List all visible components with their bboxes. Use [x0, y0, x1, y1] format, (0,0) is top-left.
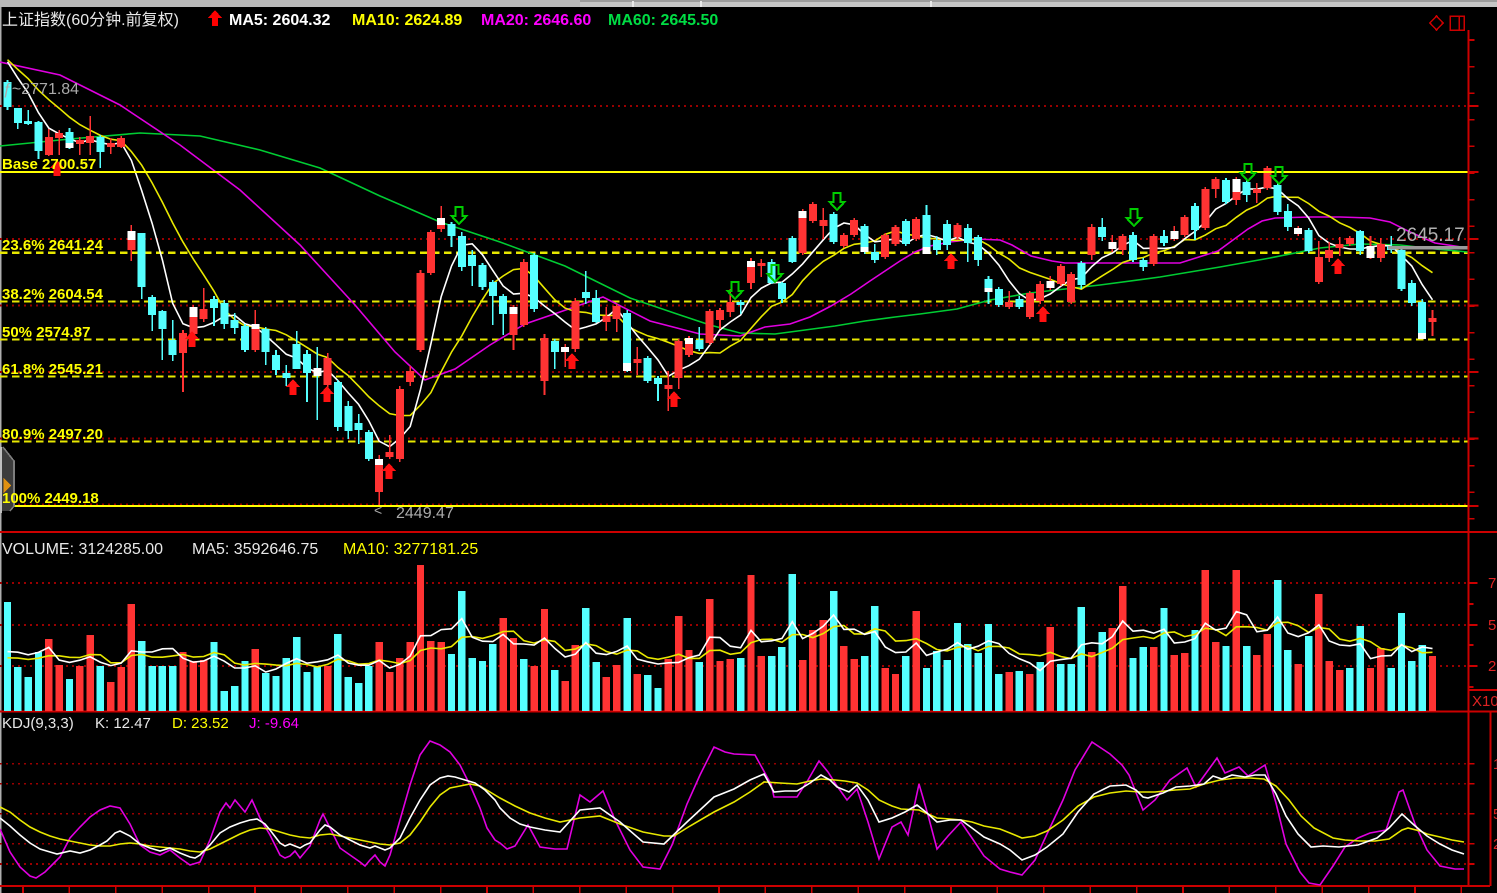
- svg-text:上证指数(60分钟.前复权): 上证指数(60分钟.前复权): [2, 11, 179, 29]
- svg-text:MA5: 3592646.75: MA5: 3592646.75: [192, 541, 318, 558]
- svg-text:VOLUME: 3124285.00: VOLUME: 3124285.00: [2, 541, 163, 558]
- svg-text:Base 2700.57: Base 2700.57: [2, 156, 96, 173]
- svg-text:ƒ~2771.84: ƒ~2771.84: [3, 81, 79, 98]
- svg-text:MA20: 2646.60: MA20: 2646.60: [481, 12, 591, 29]
- svg-text:50% 2574.87: 50% 2574.87: [2, 324, 90, 341]
- svg-text:2500000: 2500000: [1488, 658, 1497, 675]
- svg-text:100: 100: [1493, 756, 1497, 773]
- svg-text:MA5: 2604.32: MA5: 2604.32: [229, 12, 330, 29]
- svg-text:5000000: 5000000: [1488, 617, 1497, 634]
- svg-text:2449.47: 2449.47: [396, 505, 454, 522]
- svg-text:<: <: [374, 502, 382, 518]
- svg-text:X10000: X10000: [1472, 693, 1497, 710]
- svg-text:D: 23.52: D: 23.52: [172, 715, 229, 732]
- svg-text:50: 50: [1493, 806, 1497, 823]
- svg-text:MA10: 3277181.25: MA10: 3277181.25: [343, 541, 478, 558]
- svg-text:K: 12.47: K: 12.47: [95, 715, 151, 732]
- svg-text:80.9% 2497.20: 80.9% 2497.20: [2, 426, 103, 443]
- svg-text:J: -9.64: J: -9.64: [249, 715, 299, 732]
- svg-text:20: 20: [1493, 836, 1497, 853]
- svg-text:MA10: 2624.89: MA10: 2624.89: [352, 12, 462, 29]
- svg-text:MA60: 2645.50: MA60: 2645.50: [608, 12, 718, 29]
- svg-text:61.8% 2545.21: 61.8% 2545.21: [2, 361, 103, 378]
- svg-text:KDJ(9,3,3): KDJ(9,3,3): [2, 715, 74, 732]
- svg-text:7500000: 7500000: [1488, 575, 1497, 592]
- svg-text:23.6% 2641.24: 23.6% 2641.24: [2, 237, 104, 254]
- svg-text:100% 2449.18: 100% 2449.18: [2, 490, 99, 507]
- svg-text:38.2% 2604.54: 38.2% 2604.54: [2, 286, 104, 303]
- svg-text:2645.17: 2645.17: [1396, 225, 1465, 246]
